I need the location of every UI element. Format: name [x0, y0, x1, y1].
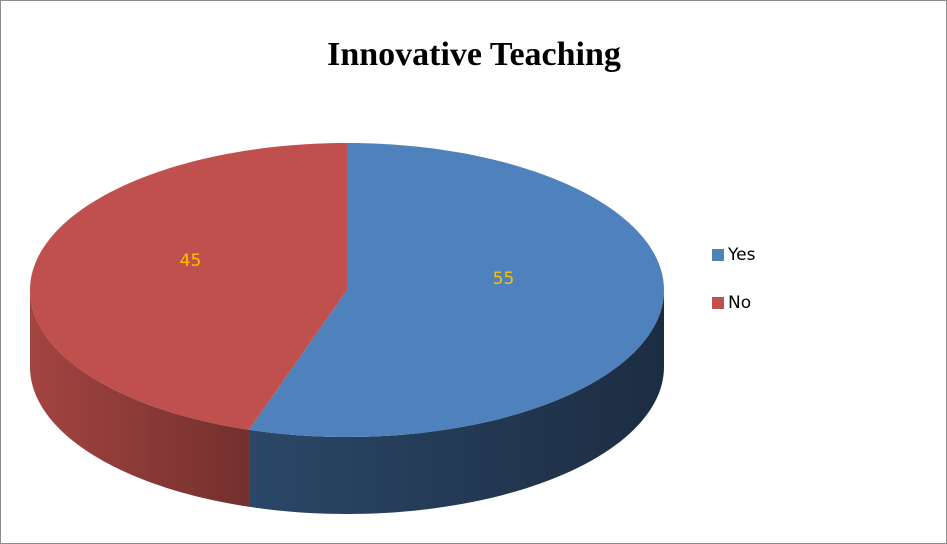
data-label: 55 [493, 269, 515, 289]
legend-label: No [728, 293, 751, 313]
legend-label: Yes [727, 245, 756, 265]
slice [249, 143, 664, 437]
slice-side [249, 290, 664, 514]
legend-swatch [712, 297, 724, 309]
legend-swatch [712, 249, 724, 261]
chart-title: Innovative Teaching [327, 36, 621, 73]
data-label: 45 [180, 251, 202, 271]
slice-side [30, 290, 250, 507]
slice [30, 143, 348, 430]
